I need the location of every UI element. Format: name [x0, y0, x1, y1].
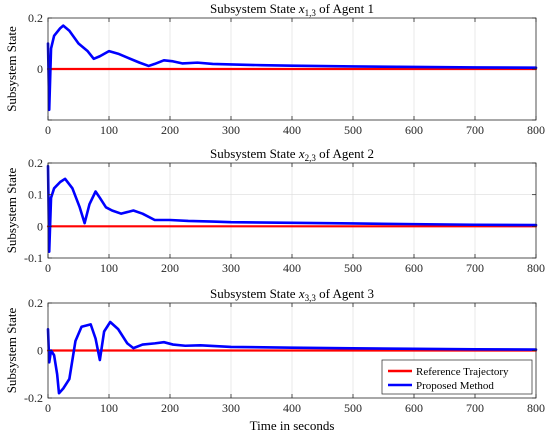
- y-tick-label: 0: [37, 344, 43, 358]
- x-tick-label: 400: [283, 401, 301, 415]
- x-tick-label: 0: [45, 401, 51, 415]
- x-tick-label: 100: [100, 261, 118, 275]
- x-tick-label: 200: [161, 123, 179, 137]
- x-tick-label: 800: [527, 401, 545, 415]
- x-tick-label: 600: [405, 401, 423, 415]
- legend-box: [381, 359, 533, 395]
- y-tick-label: 0.1: [28, 188, 43, 202]
- x-axis-label: Time in seconds: [250, 418, 335, 433]
- x-tick-label: 700: [466, 261, 484, 275]
- proposed-series-line: [46, 24, 538, 112]
- x-tick-label: 600: [405, 123, 423, 137]
- x-tick-label: 600: [405, 261, 423, 275]
- chart-panel-3: 0 100 200 300 400 500 600 700 800-0.200.2Subsyst…: [4, 286, 545, 433]
- chart-panel-2: 0 100 200 300 400 500 600 700 800-0.100.10.2Subs…: [4, 146, 545, 275]
- chart-title: Subsystem State x1,3 of Agent 1: [210, 1, 374, 18]
- x-tick-label: 800: [527, 261, 545, 275]
- x-tick-label: 200: [161, 261, 179, 275]
- x-tick-label: 100: [100, 401, 118, 415]
- reference-legend-label: Reference Trajectory: [416, 366, 509, 378]
- x-tick-label: 0: [45, 123, 51, 137]
- x-tick-label: 700: [466, 123, 484, 137]
- chart-title: Subsystem State x2,3 of Agent 2: [210, 146, 374, 163]
- x-tick-label: 400: [283, 123, 301, 137]
- x-tick-label: 0: [45, 261, 51, 275]
- y-tick-label: 0.2: [28, 296, 43, 310]
- x-tick-label: 700: [466, 401, 484, 415]
- y-tick-label: 0.2: [28, 156, 43, 170]
- y-tick-label: 0: [37, 62, 43, 76]
- x-tick-label: 300: [222, 261, 240, 275]
- y-axis-label: Subsystem State: [4, 26, 19, 112]
- x-tick-label: 300: [222, 123, 240, 137]
- legend: Reference Trajectory Proposed Method: [381, 359, 533, 395]
- x-tick-label: 500: [344, 123, 362, 137]
- x-tick-label: 100: [100, 123, 118, 137]
- chart-title: Subsystem State x3,3 of Agent 3: [210, 286, 374, 303]
- proposed-legend-label: Proposed Method: [416, 380, 494, 392]
- x-tick-label: 500: [344, 261, 362, 275]
- y-tick-label: -0.1: [24, 251, 43, 265]
- y-axis-label: Subsystem State: [4, 167, 19, 253]
- y-tick-label: 0.2: [28, 11, 43, 25]
- x-tick-label: 800: [527, 123, 545, 137]
- y-axis-label: Subsystem State: [4, 307, 19, 393]
- y-tick-label: 0: [37, 219, 43, 233]
- x-tick-label: 400: [283, 261, 301, 275]
- proposed-series-line: [46, 320, 538, 395]
- x-tick-label: 500: [344, 401, 362, 415]
- chart-panel-1: 0 100 200 300 400 500 600 700 800 0 0.2 Subsystem S…: [4, 1, 545, 137]
- proposed-series-line: [46, 164, 538, 253]
- y-tick-label: -0.2: [24, 391, 43, 405]
- x-tick-label: 200: [161, 401, 179, 415]
- x-tick-label: 300: [222, 401, 240, 415]
